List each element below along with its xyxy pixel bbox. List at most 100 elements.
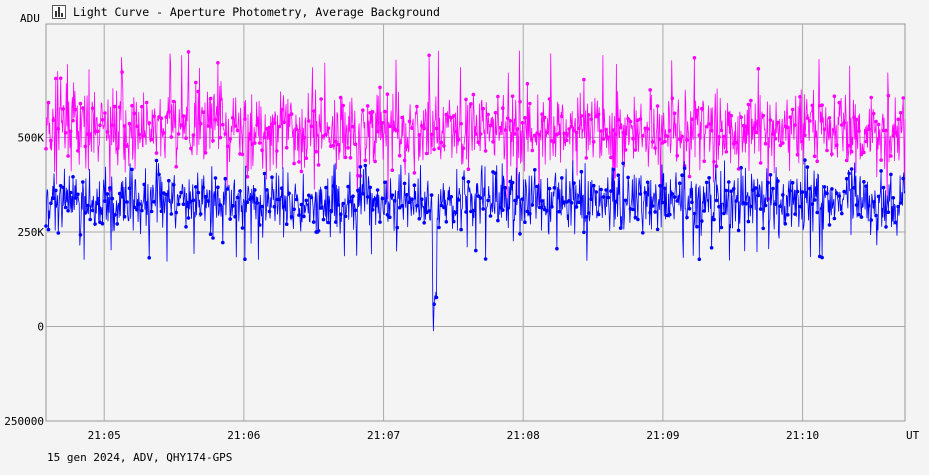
- series-2-point: [245, 200, 250, 205]
- series-2-point: [579, 169, 584, 174]
- series-1-point: [280, 107, 284, 112]
- series-1-point: [857, 129, 861, 133]
- y-tick-label: 500K: [18, 131, 45, 144]
- series-2-point: [388, 215, 392, 220]
- series-1-point: [879, 158, 883, 162]
- series-2-point: [572, 181, 576, 185]
- series-2-point: [476, 194, 481, 198]
- series-1-point: [773, 136, 778, 141]
- series-1-point: [837, 100, 842, 105]
- y-tick-label: 250K: [18, 226, 45, 239]
- series-2-point: [73, 196, 78, 200]
- series-1-point: [790, 107, 795, 112]
- series-2-point: [417, 216, 422, 221]
- series-2-point: [412, 183, 417, 187]
- series-1-point: [606, 135, 611, 140]
- series-1-point: [842, 120, 846, 125]
- series-2-point: [341, 201, 346, 206]
- series-2-point: [675, 199, 679, 203]
- series-2-point: [54, 188, 58, 193]
- series-1-point: [832, 94, 837, 98]
- series-2-point: [439, 203, 444, 208]
- series-2-point: [277, 197, 282, 202]
- series-1-point: [778, 143, 783, 148]
- series-1-point: [351, 124, 355, 129]
- series-2-point: [83, 211, 88, 215]
- series-2-point: [132, 205, 137, 210]
- series-2-point: [338, 212, 343, 216]
- series-1-point: [864, 139, 869, 144]
- series-2-point: [645, 180, 650, 185]
- series-1-point: [692, 56, 697, 60]
- series-2-point: [370, 208, 375, 212]
- series-2-point: [749, 204, 753, 209]
- series-2-point: [722, 211, 726, 216]
- series-2-point: [348, 199, 353, 204]
- series-2-point: [321, 217, 326, 222]
- series-1-point: [628, 119, 633, 124]
- series-1-point: [127, 121, 132, 126]
- series-1-point: [798, 95, 802, 99]
- series-1-point: [191, 133, 196, 137]
- series-2-point: [503, 186, 508, 190]
- series-2-point: [550, 205, 554, 209]
- series-1-point: [294, 127, 299, 131]
- series-1-point: [454, 129, 459, 134]
- series-2-point: [90, 208, 95, 213]
- series-2-point: [255, 201, 259, 205]
- series-1-point: [476, 140, 481, 144]
- series-2-point: [44, 224, 48, 228]
- series-1-point: [137, 132, 142, 137]
- series-2-point: [316, 229, 321, 233]
- series-1-point: [240, 152, 245, 157]
- series-1-point: [439, 140, 444, 145]
- series-2-point: [552, 186, 557, 190]
- series-1-point: [670, 96, 675, 101]
- series-2-point: [898, 201, 903, 205]
- series-2-point: [734, 199, 738, 203]
- series-2-point: [584, 215, 589, 219]
- series-2-point: [496, 218, 500, 223]
- series-1-point: [641, 134, 645, 138]
- series-1-point: [152, 114, 156, 119]
- series-2-point: [471, 208, 476, 213]
- series-2-point: [513, 198, 517, 203]
- series-2-point: [68, 190, 73, 195]
- series-2-point: [336, 203, 341, 207]
- series-1-point: [316, 163, 321, 167]
- series-1-point: [319, 97, 323, 101]
- series-2-point: [113, 213, 117, 217]
- series-2-point: [815, 210, 819, 215]
- series-2-point: [240, 226, 245, 230]
- series-1-point: [702, 159, 706, 164]
- series-2-point: [876, 194, 881, 199]
- series-2-point: [103, 199, 107, 203]
- series-2-point: [766, 180, 770, 185]
- series-1-point: [567, 127, 571, 131]
- series-1-point: [621, 130, 625, 135]
- series-1-point: [719, 128, 724, 133]
- series-2-point: [609, 189, 613, 193]
- series-1-point: [469, 102, 473, 106]
- series-1-point: [825, 148, 829, 153]
- series-1-point: [71, 118, 75, 123]
- series-2-point: [692, 211, 697, 216]
- series-1-point: [746, 102, 751, 107]
- series-2-point: [842, 189, 846, 194]
- series-2-point: [76, 192, 80, 197]
- series-2-point: [230, 204, 235, 208]
- series-2-point: [478, 196, 483, 200]
- series-2-point: [380, 196, 385, 201]
- series-1-point: [618, 125, 623, 130]
- series-1-point: [898, 111, 903, 115]
- series-1-point: [464, 97, 468, 102]
- series-1-point: [781, 141, 785, 145]
- series-1-point: [159, 116, 164, 121]
- series-1-point: [334, 139, 338, 144]
- series-2-point: [302, 214, 306, 219]
- series-2-point: [63, 205, 68, 210]
- series-2-point: [545, 208, 549, 213]
- series-2-point: [854, 203, 859, 207]
- series-2-point: [599, 187, 603, 192]
- series-1-point: [164, 115, 169, 119]
